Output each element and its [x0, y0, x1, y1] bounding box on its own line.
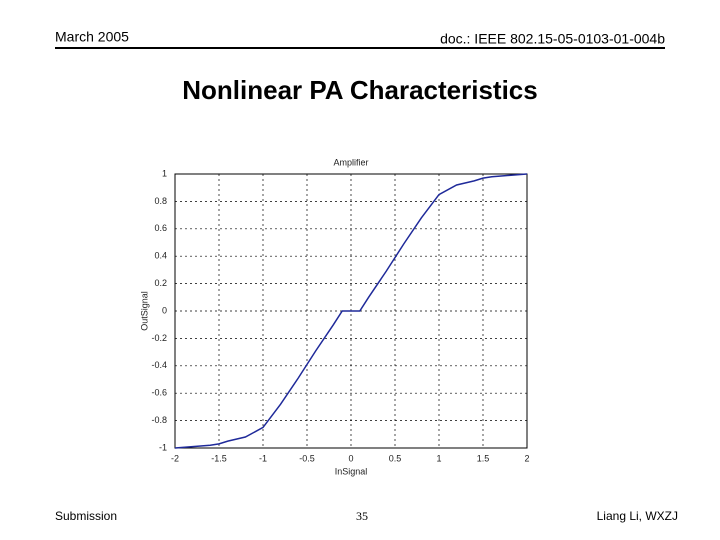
chart: -2 -1.5 -1 -0.5 0 0.5 1 1.5 2 -1 -0.8 -0.6 -0.4 -0.2 0… [139, 157, 529, 476]
y-tick-label: -0.6 [151, 388, 167, 398]
slide-title: Nonlinear PA Characteristics [182, 75, 537, 105]
chart-title: Amplifier [333, 157, 368, 167]
footer-left: Submission [55, 509, 117, 523]
page-number: 35 [356, 509, 368, 523]
y-tick-label: -0.8 [151, 415, 167, 425]
y-axis-label: OutSignal [139, 291, 149, 331]
x-tick-label: -0.5 [299, 453, 315, 463]
x-tick-label: 0.5 [389, 453, 402, 463]
y-tick-label: 0.8 [154, 196, 167, 206]
x-tick-label: -1.5 [211, 453, 227, 463]
x-tick-label: 2 [524, 453, 529, 463]
data-line [174, 173, 528, 449]
y-tick-label: -0.2 [151, 333, 167, 343]
x-tick-label: 1 [436, 453, 441, 463]
y-tick-label: 0 [162, 305, 167, 315]
header-doc: doc.: IEEE 802.15-05-0103-01-004b [440, 31, 665, 47]
y-tick-label: -0.4 [151, 360, 167, 370]
header-date: March 2005 [55, 29, 129, 45]
y-tick-label: -1 [159, 442, 167, 452]
y-tick-label: 1 [162, 168, 167, 178]
footer-right: Liang Li, WXZJ [597, 509, 678, 523]
x-tick-label: -2 [171, 453, 179, 463]
x-tick-label: 0 [348, 453, 353, 463]
x-axis-label: InSignal [335, 466, 368, 476]
x-tick-label: 1.5 [477, 453, 490, 463]
x-tick-label: -1 [259, 453, 267, 463]
y-tick-label: 0.2 [154, 278, 167, 288]
y-tick-label: 0.4 [154, 251, 167, 261]
y-tick-label: 0.6 [154, 223, 167, 233]
